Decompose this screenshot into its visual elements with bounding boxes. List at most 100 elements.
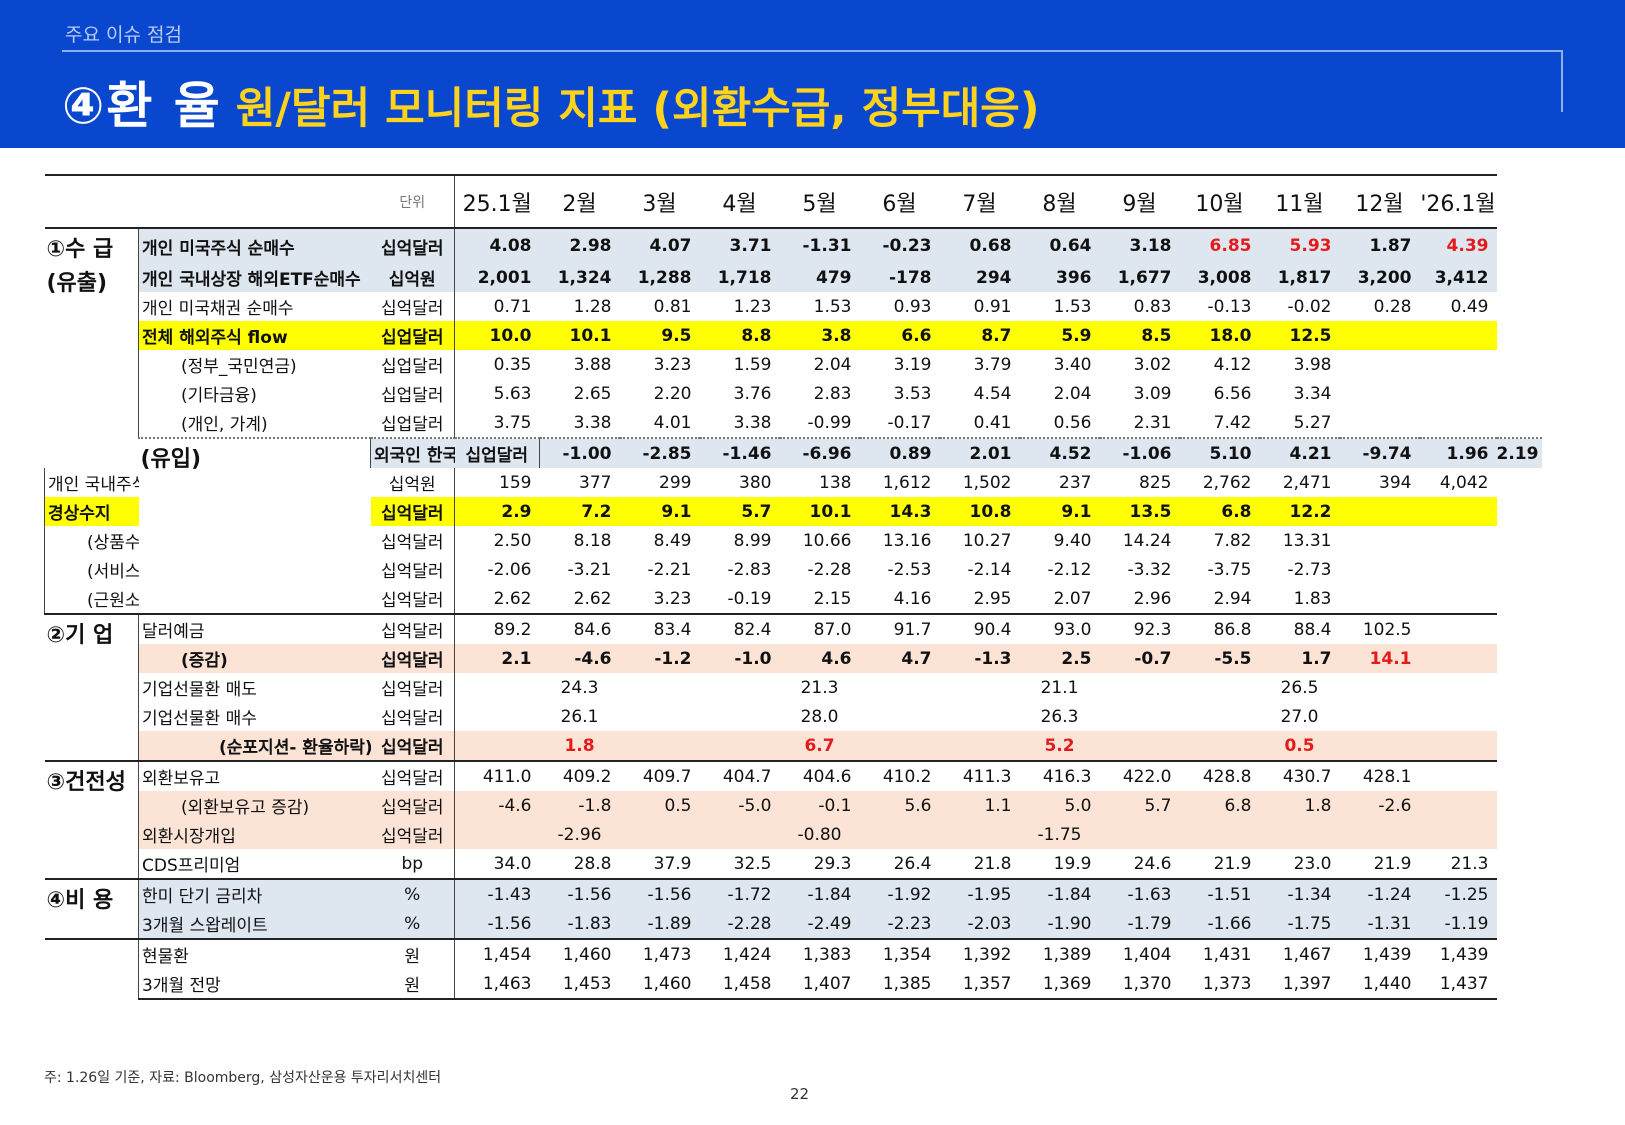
- value-cell: -1.06: [1099, 437, 1180, 468]
- value-cell: 1,431: [1179, 938, 1260, 969]
- empty-cell: [1179, 731, 1260, 761]
- value-cell: 0.81: [653, 296, 692, 317]
- value-cell: 0.64: [1019, 227, 1100, 263]
- value-cell: 0.35: [493, 354, 532, 375]
- value-cell: 1.96: [1419, 437, 1497, 468]
- value-cell: 1,612: [882, 472, 932, 493]
- group-label: ②기 업: [44, 613, 139, 761]
- empty-cell: [454, 731, 540, 761]
- value-cell: 2.96: [1133, 588, 1172, 609]
- value-cell: 1,397: [1259, 969, 1340, 1000]
- value-cell: 1,460: [619, 969, 700, 1000]
- value-cell: 5.10: [1179, 437, 1260, 468]
- value-cell: [1419, 497, 1497, 526]
- value-cell: 404.7: [699, 760, 780, 791]
- month-header: 3월: [619, 174, 700, 229]
- table-row: (외환보유고 증감) 십억달러 -4.6 -1.8 0.5 -5.0 -0.1 5.6 1.1 5…: [45, 791, 1543, 820]
- table-row: 개인 미국채권 순매수 십억달러 0.71 1.28 0.81 1.23 1.53 0.93 0…: [45, 292, 1543, 321]
- value-cell: 4.6: [779, 644, 860, 673]
- row-label: (순포지션- 환율하락): [138, 731, 371, 761]
- value-cell: [1419, 613, 1497, 644]
- value-cell: -1.75: [1259, 909, 1340, 939]
- row-label: 외환보유고: [138, 760, 371, 791]
- value-cell: 159: [499, 472, 532, 493]
- value-cell: 8.49: [653, 530, 692, 551]
- value-cell: 0.89: [859, 437, 940, 468]
- row-label: (정부_국민연금): [138, 350, 371, 379]
- value-cell: 5.7: [1099, 791, 1180, 820]
- value-cell: -2.83: [727, 559, 772, 580]
- quarterly-cell: -0.80: [779, 820, 860, 849]
- quarterly-cell: 26.1: [560, 706, 599, 727]
- row-unit: 십업달러: [370, 321, 455, 350]
- row-unit: 십억달러: [370, 526, 455, 555]
- value-cell: 10.66: [802, 530, 852, 551]
- header-blank: [44, 174, 371, 229]
- value-cell: 428.8: [1179, 760, 1260, 791]
- value-cell: 13.16: [882, 530, 932, 551]
- group-label: (유출): [44, 263, 139, 468]
- value-cell: 9.40: [1053, 530, 1092, 551]
- value-cell: 1.83: [1293, 588, 1332, 609]
- value-cell: 1,453: [539, 969, 620, 1000]
- value-cell: 8.8: [699, 321, 780, 350]
- value-cell: -1.34: [1259, 878, 1340, 909]
- value-cell: 4.39: [1419, 227, 1497, 263]
- value-cell: -1.63: [1099, 878, 1180, 909]
- value-cell: -2.73: [1287, 559, 1332, 580]
- value-cell: 88.4: [1259, 613, 1340, 644]
- value-cell: 2.04: [1053, 383, 1092, 404]
- value-cell: 0.71: [493, 296, 532, 317]
- row-label: (근원소득수지): [44, 584, 139, 614]
- header-divider-vertical: [1561, 50, 1563, 112]
- table-row: (상품수지) 십억달러 2.50 8.18 8.49 8.99 10.66 13.16 10.2…: [44, 526, 1543, 555]
- value-cell: 2.5: [1019, 644, 1100, 673]
- value-cell: -1.46: [699, 437, 780, 468]
- value-cell: 13.31: [1282, 530, 1332, 551]
- value-cell: -1.84: [1019, 878, 1100, 909]
- value-cell: 1,385: [859, 969, 940, 1000]
- row-unit: 십억달러: [370, 227, 455, 263]
- row-label: 개인 국내상장 해외ETF순매수: [138, 263, 371, 292]
- quarterly-cell: 1.8: [539, 731, 620, 761]
- value-cell: 1,473: [619, 938, 700, 969]
- value-cell: 1.28: [573, 296, 612, 317]
- empty-cell: [1419, 731, 1497, 761]
- value-cell: -4.6: [539, 644, 620, 673]
- value-cell: 7.82: [1213, 530, 1252, 551]
- value-cell: 3,008: [1179, 263, 1260, 292]
- table-row: ①수 급 개인 미국주식 순매수 십억달러 4.08 2.98 4.07 3.71 -1.31…: [44, 227, 1543, 263]
- value-cell: [1419, 760, 1497, 791]
- value-cell: -1.19: [1419, 909, 1497, 939]
- table-row: (유출) 개인 국내상장 해외ETF순매수 십억원 2,001 1,324 1,288 1,…: [44, 263, 1543, 468]
- value-cell: 428.1: [1339, 760, 1420, 791]
- row-label: (증감): [138, 644, 371, 673]
- value-cell: -1.66: [1179, 909, 1260, 939]
- table-row: 3개월 전망 원 1,463 1,453 1,460 1,458 1,407 1,385 1,3…: [45, 969, 1543, 1000]
- value-cell: 32.5: [733, 853, 772, 874]
- empty-cell: [700, 673, 780, 702]
- value-cell: 83.4: [619, 613, 700, 644]
- value-cell: 0.28: [1373, 296, 1412, 317]
- value-cell: 2.9: [454, 497, 540, 526]
- value-cell: 409.2: [539, 760, 620, 791]
- value-cell: 1,817: [1259, 263, 1340, 292]
- table-row: 경상수지 십억달러 2.9 7.2 9.1 5.7 10.1 14.3 10.8 9.1 13.5 6…: [44, 497, 1543, 526]
- value-cell: 3.38: [573, 412, 612, 433]
- table-row: (근원소득수지) 십억달러 2.62 2.62 3.23 -0.19 2.15 4.16 2.9…: [44, 584, 1543, 614]
- value-cell: 8.99: [733, 530, 772, 551]
- value-cell: 0.41: [973, 412, 1012, 433]
- value-cell: 3,412: [1419, 263, 1497, 292]
- empty-cell: [1180, 702, 1260, 731]
- empty-cell: [1100, 702, 1180, 731]
- empty-cell: [1099, 820, 1180, 849]
- value-cell: 8.7: [939, 321, 1020, 350]
- empty-cell: [455, 702, 540, 731]
- value-cell: -1.79: [1099, 909, 1180, 939]
- table-row: (순포지션- 환율하락) 십억달러 1.8 6.7 5.2 0.5: [45, 731, 1543, 761]
- row-label: 전체 해외주식 flow: [138, 321, 371, 350]
- value-cell: 1,454: [454, 938, 540, 969]
- value-cell: 10.1: [779, 497, 860, 526]
- table-row: (서비스수지) 십억달러 -2.06 -3.21 -2.21 -2.83 -2.28 -2.5…: [44, 555, 1543, 584]
- value-cell: 9.1: [619, 497, 700, 526]
